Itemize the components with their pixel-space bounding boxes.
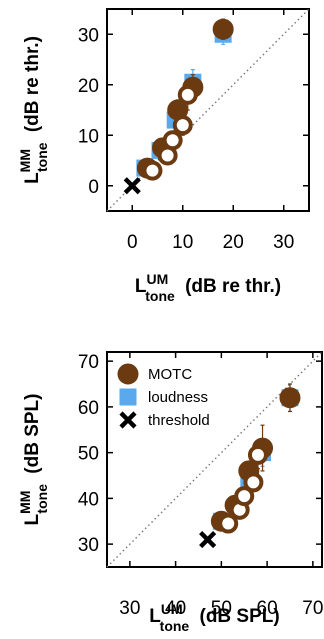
chart-panel-2: 30 40 50 60 70 30 40 50 60 70 LUM tone (dB SPL) LMMt… <box>17 351 323 634</box>
point-motc_open <box>172 115 193 136</box>
series-motc_open <box>218 440 268 534</box>
x-tick-label: 30 <box>119 598 140 619</box>
y-tick-label: 0 <box>88 177 99 198</box>
y-tick-label: 60 <box>78 398 99 419</box>
plot-frame <box>106 351 323 568</box>
legend-label-threshold: threshold <box>148 412 210 429</box>
point-motc_filled <box>279 387 301 409</box>
cross-stroke <box>123 177 141 195</box>
x-tick-label: 20 <box>223 232 244 253</box>
legend-marker-loudness <box>119 388 137 406</box>
point-motc_open <box>177 84 198 105</box>
y-axis-label: LMMtone (dB re thr.) <box>17 36 50 184</box>
x-tick-label: 70 <box>302 598 323 619</box>
x-tick-label: 30 <box>273 232 294 253</box>
y-tick-label: 30 <box>78 535 99 556</box>
legend: MOTC loudness threshold <box>117 363 210 429</box>
point-motc_filled <box>212 18 234 40</box>
y-tick-label: 50 <box>78 444 99 465</box>
cross-stroke <box>119 411 137 429</box>
point-motc_open <box>234 486 255 507</box>
point-threshold <box>123 177 141 195</box>
point-threshold <box>199 530 217 549</box>
series-motc_open <box>142 79 198 181</box>
legend-marker-MOTC <box>117 363 139 385</box>
x-tick-label: 0 <box>127 232 138 253</box>
x-tick-label: 40 <box>165 598 186 619</box>
chart-panel-1: 0 10 20 30 0 10 20 30 LUM tone (dB re thr.) LMMton… <box>17 8 310 304</box>
point-motc_open <box>142 160 163 181</box>
y-tick-label: 10 <box>78 126 99 147</box>
series-threshold <box>199 530 217 549</box>
x-axis-label: LUM tone (dB re thr.) <box>135 271 281 304</box>
legend-marker-threshold <box>119 411 137 429</box>
y-axis-label: LMMtone (dB SPL) <box>17 394 50 526</box>
legend-label-MOTC: MOTC <box>148 366 192 383</box>
y-tick-label: 30 <box>78 25 99 46</box>
x-tick-label: 60 <box>257 598 278 619</box>
y-tick-label: 40 <box>78 489 99 510</box>
y-tick-label: 70 <box>78 352 99 373</box>
point-motc_open <box>243 472 264 493</box>
y-tick-label: 20 <box>78 76 99 97</box>
point-motc_open <box>162 130 183 151</box>
point-motc_open <box>247 444 268 465</box>
legend-label-loudness: loudness <box>148 389 208 406</box>
x-tick-label: 10 <box>172 232 193 253</box>
identity-line <box>106 351 323 568</box>
cross-stroke <box>199 530 217 549</box>
point-motc_open <box>218 513 239 534</box>
series-threshold <box>123 177 141 195</box>
x-axis-label: LUM tone (dB SPL) <box>149 601 279 634</box>
plot-frame <box>106 8 310 212</box>
x-tick-label: 50 <box>211 598 232 619</box>
